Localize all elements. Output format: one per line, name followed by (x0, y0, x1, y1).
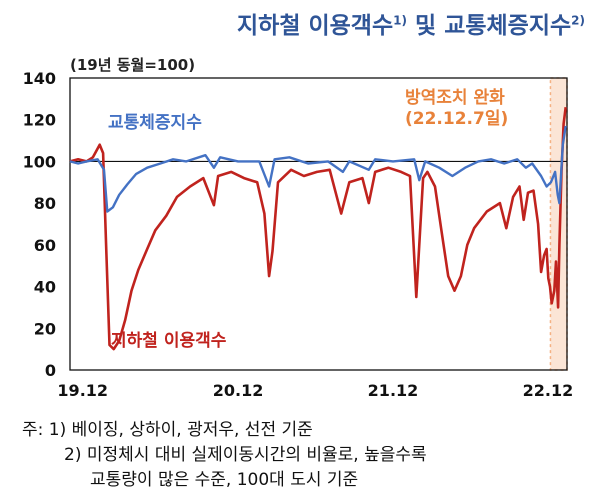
title-sup2: 2) (571, 13, 585, 28)
x-tick-label: 19.12 (57, 381, 108, 400)
y-tick-label: 40 (34, 278, 56, 297)
title-and: 및 (415, 13, 437, 39)
series-line-subway (69, 107, 567, 351)
title-second: 교통체증지수 (444, 13, 572, 39)
footnotes: 주: 1) 베이징, 상하이, 광저우, 선전 기준 2) 미정체시 대비 실제… (22, 418, 427, 493)
y-tick-label: 20 (34, 319, 56, 338)
unit-label: (19년 동월=100) (70, 56, 196, 74)
footnote-3: 교통량이 많은 수준, 100대 도시 기준 (90, 470, 359, 490)
series-label-subway: 지하철 이용객수 (111, 331, 227, 351)
x-axis-ticks: 19.12 20.12 21.12 22.12 (57, 381, 573, 400)
plot-frame (69, 77, 568, 371)
chart-title: 지하철 이용객수1) 및 교통체증지수2) (237, 6, 585, 40)
y-tick-label: 60 (34, 236, 56, 255)
annotation-line2: (22.12.7일) (405, 109, 508, 129)
x-tick-label: 21.12 (368, 381, 419, 400)
series-label-traffic: 교통체증지수 (108, 113, 202, 133)
y-tick-label: 140 (23, 69, 56, 88)
y-tick-label: 100 (23, 152, 56, 171)
series-line-traffic (69, 125, 567, 213)
y-tick-label: 0 (45, 361, 56, 380)
footnote-2: 2) 미정체시 대비 실제이동시간의 비율로, 높을수록 (64, 445, 427, 465)
footnote-1: 주: 1) 베이징, 상하이, 광저우, 선전 기준 (22, 420, 313, 440)
x-tick-label: 20.12 (213, 381, 264, 400)
annotation-line1: 방역조치 완화 (405, 88, 505, 108)
x-tick-label: 22.12 (523, 381, 574, 400)
title-sup1: 1) (393, 13, 407, 28)
title-main: 지하철 이용객수 (237, 13, 394, 39)
y-tick-label: 120 (23, 111, 56, 130)
y-axis-ticks: 0 20 40 60 80 100 120 140 (23, 69, 56, 380)
y-tick-label: 80 (34, 194, 56, 213)
